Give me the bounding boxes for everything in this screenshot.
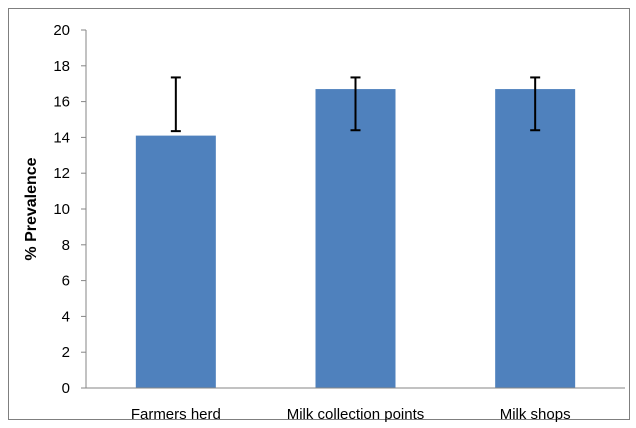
bars-group	[135, 89, 576, 388]
x-axis-ticks: Farmers herd Milk collection points Milk s…	[131, 406, 571, 423]
bar	[315, 89, 396, 388]
error-bars-group	[170, 76, 541, 133]
x-tick-label: Milk shops	[500, 406, 571, 423]
y-tick-label: 2	[62, 344, 70, 361]
y-tick-label: 0	[62, 380, 70, 397]
y-axis-title: % Prevalence	[23, 157, 40, 260]
chart-border	[8, 8, 630, 420]
bar	[495, 89, 576, 388]
y-tick-label: 4	[62, 308, 70, 325]
x-tick-label: Farmers herd	[131, 406, 221, 423]
bar	[135, 135, 216, 388]
y-tick-label: 6	[62, 273, 70, 290]
y-tick-label: 16	[53, 94, 70, 111]
y-tick-label: 12	[53, 165, 70, 182]
y-tick-label: 14	[53, 129, 70, 146]
y-tick-label: 20	[53, 22, 70, 39]
y-tick-label: 10	[53, 201, 70, 218]
x-tick-label: Milk collection points	[287, 406, 425, 423]
y-tick-label: 8	[62, 237, 70, 254]
y-tick-label: 18	[53, 58, 70, 75]
y-axis-ticks: 0 2 4 6 8 10 12 14 16 18 20	[53, 22, 86, 397]
